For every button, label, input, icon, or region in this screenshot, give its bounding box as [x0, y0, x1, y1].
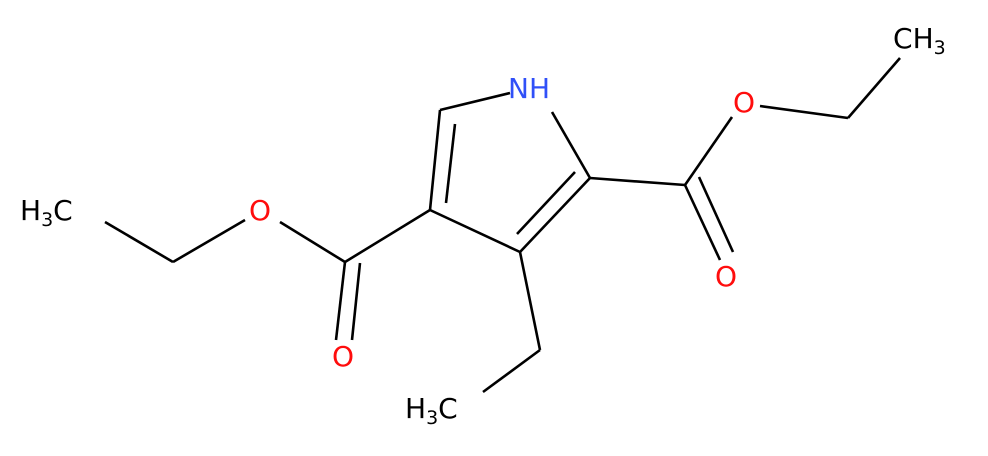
- atom-ch3: CH3: [893, 22, 946, 59]
- atom-o: O: [733, 86, 755, 119]
- subscript: 3: [426, 407, 438, 429]
- subscript: 3: [934, 37, 946, 59]
- atom-o: O: [249, 194, 271, 227]
- subscript: 3: [41, 209, 53, 231]
- atom-symbol: C: [438, 392, 458, 425]
- atom-symbol: H: [405, 392, 426, 425]
- atom-symbol: H: [913, 22, 934, 55]
- atom-n: NH: [508, 72, 550, 105]
- atom-o: O: [332, 340, 354, 373]
- bonds: [104, 57, 901, 394]
- atom-ch3: H3C: [20, 194, 73, 231]
- atom-symbol: C: [893, 22, 913, 55]
- atom-ch3: H3C: [405, 392, 458, 429]
- atom-symbol: H: [529, 72, 550, 105]
- atom-symbol: N: [508, 72, 529, 105]
- atom-symbol: H: [20, 194, 41, 227]
- atom-symbol: C: [53, 194, 73, 227]
- atom-o: O: [715, 260, 737, 293]
